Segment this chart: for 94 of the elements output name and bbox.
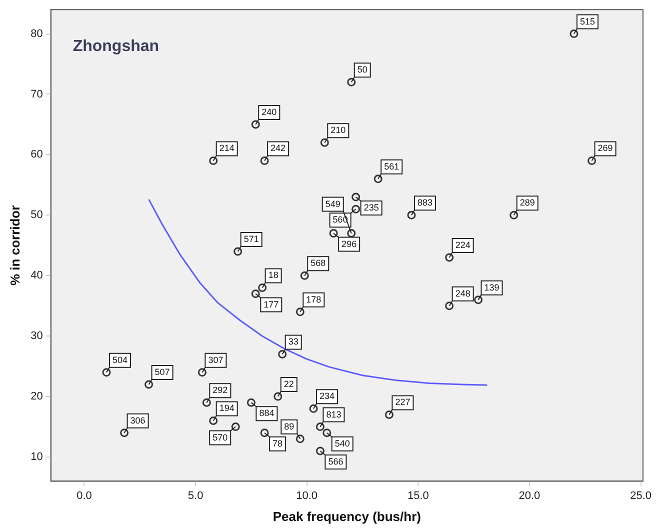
point [474, 296, 483, 304]
point [384, 410, 394, 419]
point [320, 138, 329, 147]
point [209, 156, 218, 166]
annotation: 227 [395, 397, 410, 408]
point [198, 368, 206, 377]
point [120, 428, 129, 438]
point [274, 392, 282, 401]
y-tick-label: 40 [30, 270, 43, 282]
annotation: 289 [520, 198, 535, 208]
annotation: 540 [334, 438, 350, 448]
annotation: 33 [288, 336, 298, 347]
x-tick-label: 10.0 [296, 490, 318, 502]
annotation: 224 [455, 240, 470, 250]
text: Zhongshan [72, 38, 160, 56]
annotation: 813 [326, 409, 342, 420]
annotation: 50 [357, 64, 368, 75]
annotation: 884 [259, 408, 274, 418]
annotation: 210 [330, 125, 346, 136]
annotation: 292 [212, 385, 228, 396]
annotation: 883 [417, 198, 433, 208]
annotation: 568 [310, 258, 326, 268]
point [260, 428, 269, 438]
annotation: 22 [284, 379, 294, 390]
y-tick-label: 10 [30, 451, 43, 464]
point [347, 229, 356, 238]
point [352, 204, 360, 214]
y-tick-label: 20 [30, 390, 43, 403]
y-axis-title: % in corridor [7, 205, 22, 286]
point [374, 174, 382, 184]
point [300, 271, 309, 280]
annotation: 18 [268, 270, 278, 280]
point [258, 283, 267, 292]
point [445, 253, 454, 262]
point [510, 210, 518, 220]
annotation: 234 [320, 391, 335, 402]
point [260, 156, 269, 166]
annotation: 177 [264, 299, 279, 310]
annotation: 240 [262, 106, 277, 117]
y-tick-label: 30 [30, 330, 43, 342]
point [278, 350, 287, 358]
point [316, 422, 324, 432]
y-tick-label: 60 [30, 148, 43, 161]
annotation: 139 [484, 282, 500, 292]
annotation: 89 [284, 421, 294, 432]
x-tick-label: 25.0 [630, 490, 652, 502]
y-tick-label: 50 [30, 209, 43, 222]
annotation: 194 [219, 403, 234, 414]
y-tick-label: 80 [30, 28, 43, 40]
annotation: 235 [364, 202, 379, 213]
annotation: 307 [208, 354, 224, 365]
annotation: 571 [244, 234, 259, 244]
annotation: 178 [306, 294, 322, 304]
annotation: 248 [455, 288, 470, 298]
annotation: 561 [384, 161, 400, 172]
point [296, 308, 304, 316]
annotation: 242 [270, 143, 286, 154]
x-tick-label: 5.0 [188, 490, 204, 502]
annotation: 296 [342, 238, 357, 249]
annotation: 507 [154, 366, 170, 377]
point [296, 434, 304, 444]
x-tick-label: 20.0 [518, 490, 540, 502]
x-axis-title: Peak frequency (bus/hr) [272, 508, 421, 524]
point [251, 290, 260, 298]
annotation: 570 [212, 432, 228, 442]
point [322, 428, 332, 438]
point [329, 229, 338, 238]
annotation: 566 [328, 456, 344, 466]
point [445, 302, 454, 310]
point [352, 192, 360, 202]
annotation: 504 [112, 354, 128, 365]
y-tick-label: 70 [30, 88, 43, 100]
point [347, 78, 356, 86]
point [570, 30, 578, 38]
point [251, 120, 260, 129]
point [246, 398, 256, 407]
point [234, 247, 242, 256]
x-tick-label: 15.0 [407, 490, 429, 502]
point [316, 446, 324, 456]
point [209, 416, 218, 425]
annotation: 78 [272, 438, 283, 448]
point [102, 368, 111, 377]
annotation: 269 [598, 143, 613, 154]
x-tick-label: 0.0 [76, 490, 92, 502]
point [309, 404, 318, 413]
point [588, 156, 596, 166]
point [144, 380, 154, 389]
point [407, 210, 416, 220]
point [202, 398, 211, 407]
annotation: 306 [130, 415, 146, 426]
annotation: 214 [219, 143, 234, 154]
annotation: 549 [325, 198, 340, 209]
point [231, 422, 240, 432]
annotation: 515 [580, 16, 596, 26]
